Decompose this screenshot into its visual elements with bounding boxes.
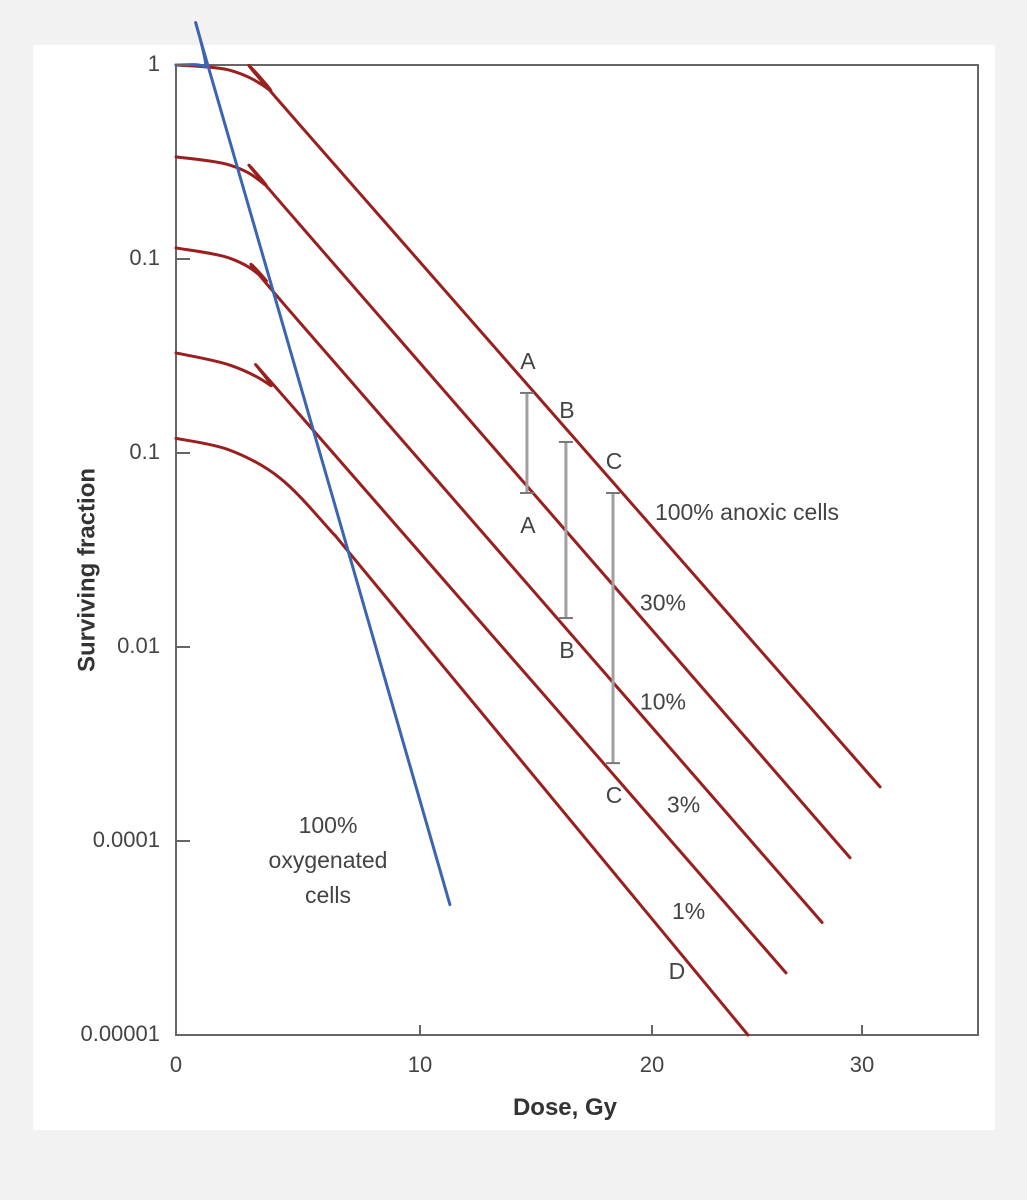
range-label-bottom: A — [520, 512, 536, 538]
oxygenated-cells-label: 100% — [299, 812, 358, 838]
series-line-100-anoxic-cells — [174, 63, 882, 789]
curve-label: 3% — [667, 791, 700, 817]
series-line-100-oxygenated-cells — [174, 21, 452, 907]
range-label-top: A — [520, 348, 536, 374]
oxygenated-cells-label: cells — [305, 882, 351, 908]
y-tick-label: 0.0001 — [93, 827, 160, 852]
y-tick-label: 0.1 — [129, 245, 160, 270]
curve-label: 1% — [672, 898, 705, 924]
curve-label: 30% — [640, 589, 686, 615]
range-label-bottom: C — [606, 782, 623, 808]
x-tick-label: 30 — [850, 1052, 874, 1077]
series-line-30- — [174, 155, 852, 860]
x-axis-label: Dose, Gy — [513, 1094, 618, 1121]
x-tick-label: 10 — [408, 1052, 432, 1077]
y-tick-label: 0.01 — [117, 633, 160, 658]
range-label-top: B — [559, 397, 574, 423]
y-tick-label: 0.00001 — [80, 1021, 160, 1046]
x-tick-label: 20 — [640, 1052, 664, 1077]
x-tick-label: 0 — [170, 1052, 182, 1077]
chart-card — [33, 45, 995, 1130]
curve-label: 100% anoxic cells — [655, 499, 839, 525]
series-line-3- — [174, 351, 788, 975]
range-label-bottom: B — [559, 637, 574, 663]
plot-frame — [175, 64, 979, 1036]
curve-label: 10% — [640, 688, 686, 714]
curve-label: D — [669, 958, 686, 984]
oxygenated-cells-label: oxygenated — [269, 847, 388, 873]
series-line-1- — [174, 436, 750, 1037]
y-axis-label: Surviving fraction — [73, 468, 100, 672]
range-label-top: C — [606, 448, 623, 474]
y-tick-label: 0.1 — [129, 439, 160, 464]
y-tick-label: 1 — [148, 51, 160, 76]
series-line-10- — [174, 246, 824, 925]
